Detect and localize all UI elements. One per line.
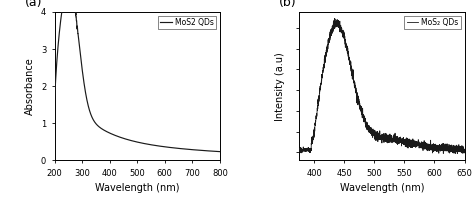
Legend: MoS2 QDs: MoS2 QDs bbox=[158, 16, 216, 29]
Text: (a): (a) bbox=[25, 0, 42, 9]
Legend: MoS₂ QDs: MoS₂ QDs bbox=[404, 16, 461, 29]
Y-axis label: Absorbance: Absorbance bbox=[25, 57, 35, 115]
Y-axis label: Intensity (a.u): Intensity (a.u) bbox=[275, 52, 285, 121]
X-axis label: Wavelength (nm): Wavelength (nm) bbox=[95, 183, 180, 193]
X-axis label: Wavelength (nm): Wavelength (nm) bbox=[339, 183, 424, 193]
Text: (b): (b) bbox=[279, 0, 297, 9]
